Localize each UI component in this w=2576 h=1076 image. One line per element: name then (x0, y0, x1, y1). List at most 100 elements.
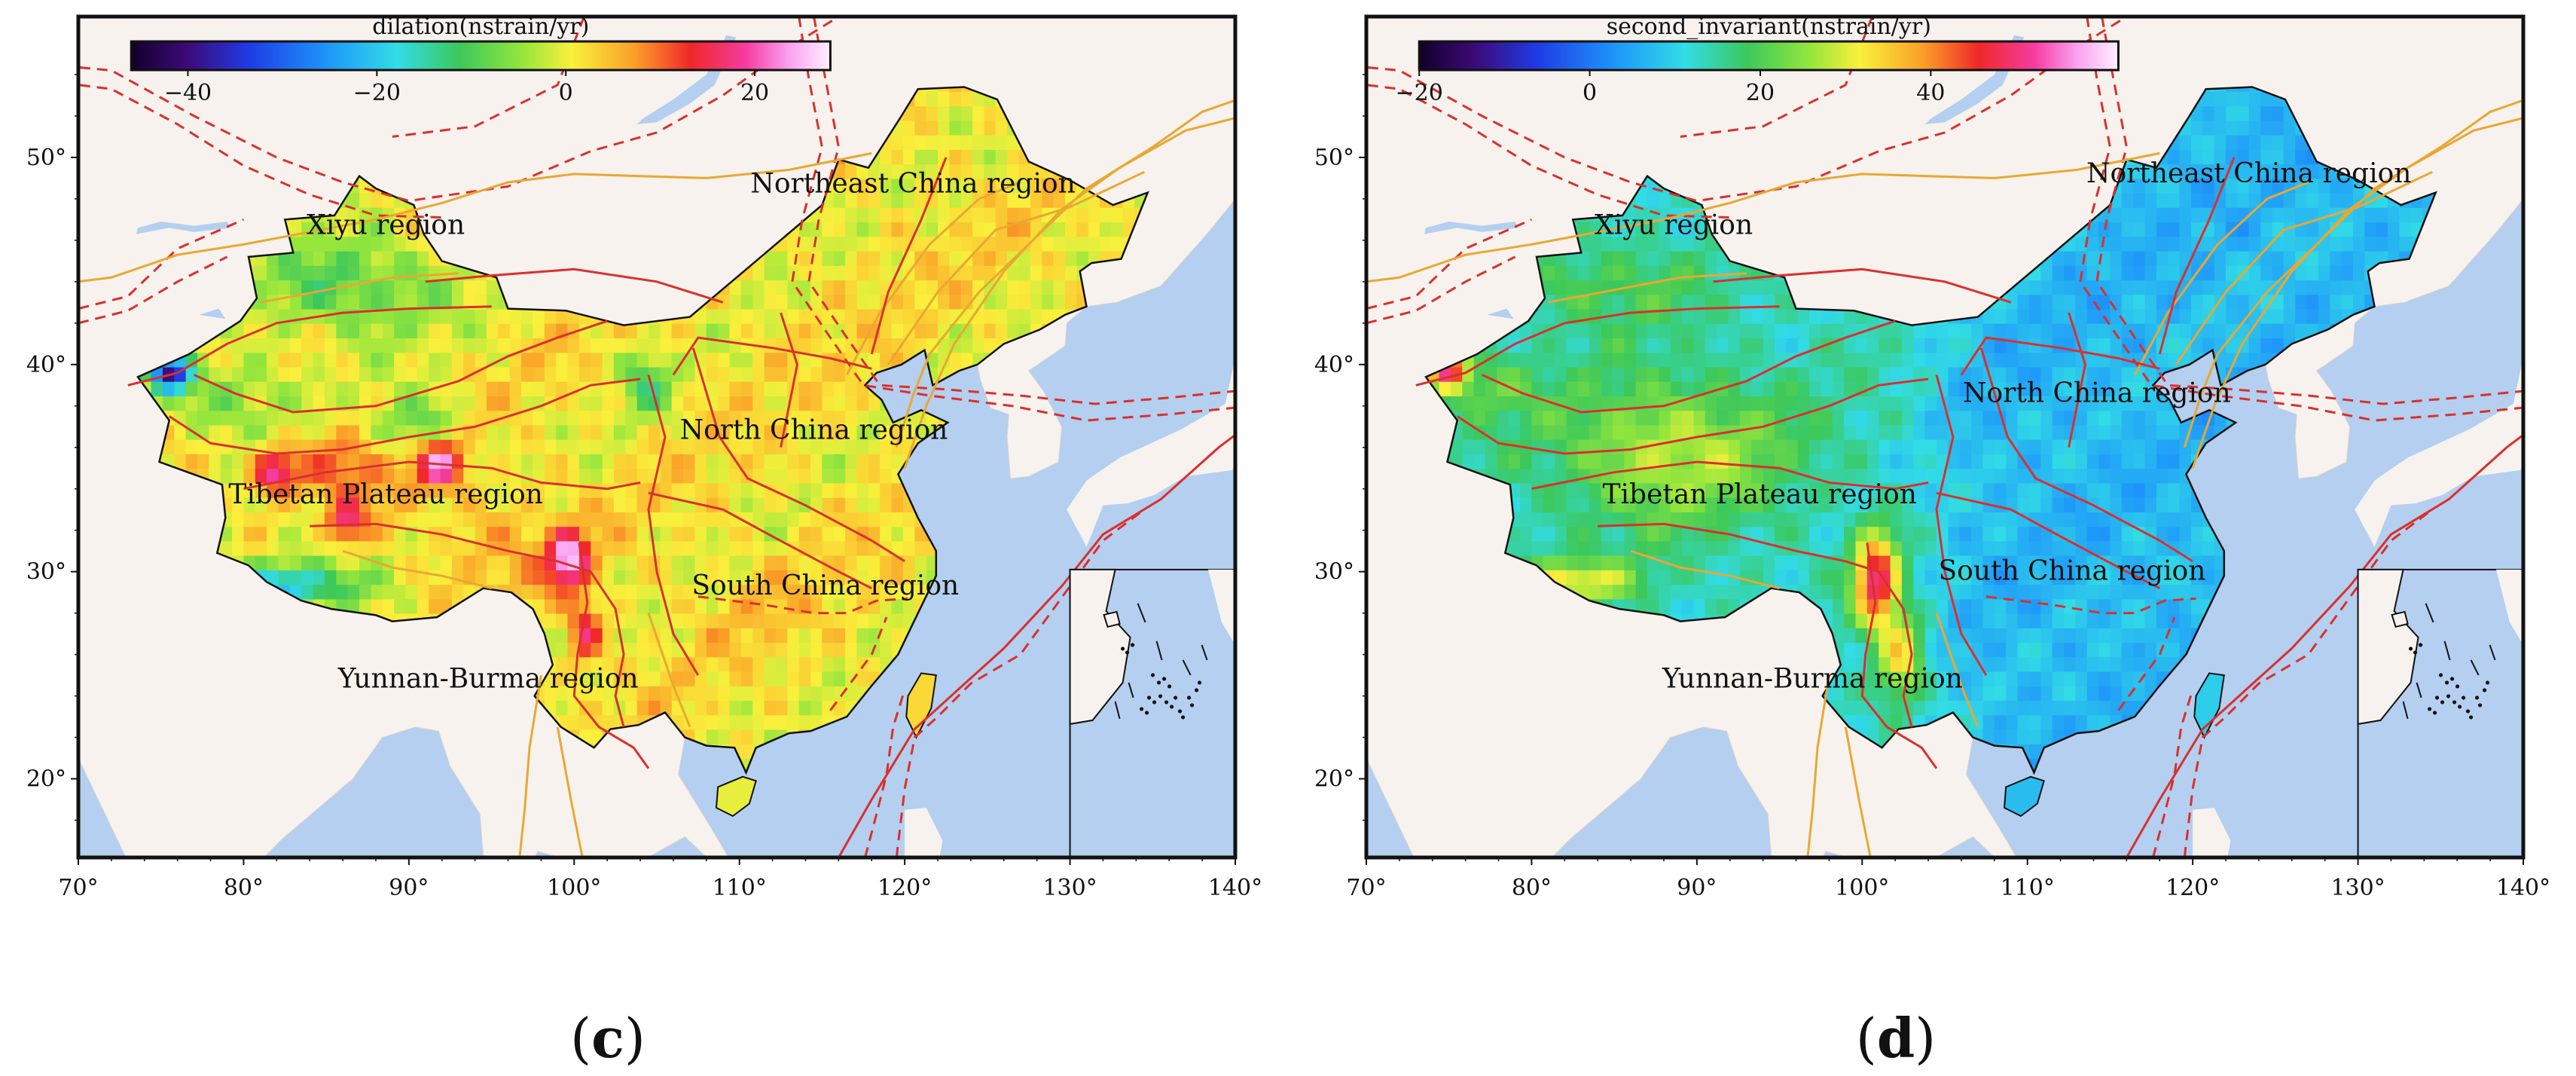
inset-dash-4 (2402, 701, 2409, 720)
fault-red-7 (672, 336, 872, 376)
region-label-5: Yunnan-Burma region (1662, 664, 1963, 695)
fault-orange-9 (1935, 613, 1979, 728)
lat-tick-label: 20° (1314, 766, 1354, 793)
lat-tick-label: 20° (26, 766, 66, 793)
lon-tick-label: 130° (2330, 875, 2385, 901)
inset-dash-1 (2443, 640, 2451, 661)
inset-island-16 (2468, 715, 2474, 720)
inset-island-0 (1120, 647, 1125, 651)
region-label-4: South China region (1939, 556, 2206, 587)
lon-tick-label: 90° (1677, 875, 1717, 901)
hainan (715, 775, 757, 818)
colorbar: second_invariant(nstrain/yr)−20 0 20 40 (1396, 14, 2120, 106)
inset-island-12 (2461, 695, 2466, 700)
fault-red-5 (1713, 267, 2012, 304)
colorbar-tick-label: −20 (353, 80, 401, 106)
fault-orange-9 (647, 613, 691, 728)
inset-dash-2 (1182, 659, 1192, 676)
fault-orange-8 (1630, 549, 1780, 590)
second-invariant-map: second_invariant(nstrain/yr)−20 0 20 40Xiyu… (1314, 14, 2576, 901)
fault-orange-7 (2191, 117, 2523, 469)
lon-tick-label: 110° (2001, 875, 2055, 901)
inset-island-3 (1150, 673, 1155, 677)
inset-island-17 (2474, 695, 2480, 700)
colorbar-bar (130, 40, 832, 72)
lat-tick-label: 50° (1314, 145, 1354, 171)
inset-island-1 (2413, 650, 2418, 655)
inset-island-5 (2449, 677, 2455, 681)
fault-orange-0 (1366, 151, 2160, 283)
inset-philippines (1208, 569, 1235, 645)
fault-red-1 (168, 378, 641, 455)
lon-tick-label: 70° (58, 875, 98, 901)
plate-boundary-dashed-5 (807, 17, 1235, 405)
colorbar-tick-label: 0 (1583, 80, 1597, 106)
land-island-0 (1067, 338, 1235, 547)
inset-island-20 (2485, 680, 2490, 685)
fault-red-11 (2068, 312, 2087, 448)
region-label-0: Xiyu region (1595, 210, 1753, 241)
inset-island-4 (2444, 680, 2449, 685)
fault-red-8 (1979, 347, 2193, 563)
lon-tick-label: 140° (2496, 875, 2550, 901)
inset-dash-5 (1128, 682, 1134, 698)
inset-dash-5 (2416, 682, 2422, 698)
region-label-5: Yunnan-Burma region (337, 664, 639, 695)
inset-island-20 (1197, 680, 1202, 685)
lat-tick-label: 50° (26, 145, 66, 171)
fault-red-10 (2158, 157, 2236, 355)
lon-tick-label: 100° (1835, 875, 1889, 901)
inset-dash-4 (1114, 701, 1121, 720)
lon-tick-label: 90° (389, 875, 429, 901)
inset-island-11 (2457, 705, 2462, 709)
map-frame (1364, 14, 2526, 860)
lon-tick-label: 120° (2165, 875, 2220, 901)
region-label-2: North China region (680, 415, 948, 446)
inset-island-14 (1144, 711, 1149, 715)
inset-dash-3 (1201, 644, 1208, 661)
inset-island-4 (1156, 680, 1161, 685)
inset-island-18 (1189, 703, 1195, 708)
fault-red-3 (310, 522, 625, 728)
inset-dash-2 (2470, 659, 2480, 676)
fault-red-12 (193, 319, 608, 414)
inset-hainan (2391, 610, 2409, 628)
caption-c: (c) (569, 1006, 646, 1070)
colorbar-tick-label: −20 (1396, 80, 1443, 106)
china-border (1424, 86, 2437, 775)
inset-island-6 (2455, 684, 2460, 689)
map-frame (76, 14, 1238, 860)
fault-orange-4 (2133, 181, 2309, 376)
fault-red-9 (1936, 491, 2160, 590)
inset-island-13 (1139, 707, 1144, 711)
inset-island-16 (1180, 715, 1186, 720)
fault-orange-1 (260, 272, 459, 304)
inset-island-8 (1152, 700, 1157, 705)
fault-red-12 (1481, 319, 1896, 414)
inset-island-10 (1164, 700, 1169, 705)
fault-red-10 (870, 157, 948, 355)
lat-tick-label: 40° (1314, 352, 1354, 378)
fault-orange-5 (887, 170, 1145, 365)
colorbar-tick-label: 20 (740, 80, 769, 106)
inset-island-15 (1177, 709, 1183, 714)
inset-dash-0 (1137, 603, 1146, 623)
plate-boundary-solid (2126, 433, 2523, 857)
fault-orange-2 (518, 674, 542, 857)
inset-island-11 (1169, 705, 1174, 709)
china-border (136, 86, 1149, 775)
plate-boundary-dashed-6 (895, 509, 1146, 857)
colorbar-tick-label: 0 (559, 80, 573, 106)
fault-orange-2 (1806, 674, 1830, 857)
caption-d: (d) (1855, 1006, 1937, 1070)
land-island-3 (2553, 66, 2576, 240)
plate-boundary-dashed-3 (78, 255, 228, 325)
inset-coast (1069, 568, 1131, 726)
lat-tick-label: 40° (26, 352, 66, 378)
region-label-1: Northeast China region (2086, 158, 2411, 189)
lon-tick-label: 80° (224, 875, 264, 901)
plate-boundary-dashed-9 (864, 689, 906, 857)
land-island-0 (2355, 338, 2523, 547)
south-china-sea-inset (1069, 568, 1235, 857)
hainan (2003, 775, 2045, 818)
